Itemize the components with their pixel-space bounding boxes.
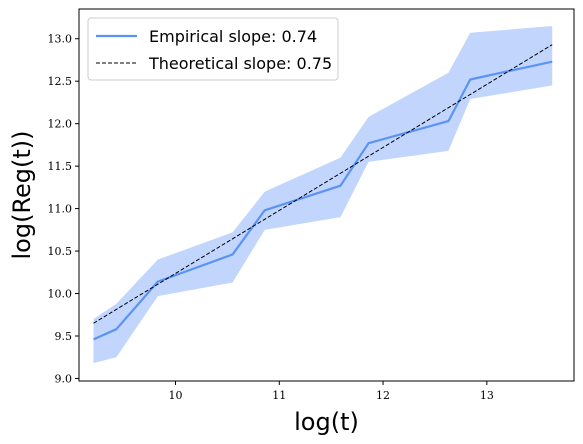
axis-ticks-layer: 10 11 12 13 9.0 9.5 10.0 10.5 11.0 11.5 12.0 12.5 13… bbox=[48, 33, 494, 402]
x-tick-label: 12 bbox=[376, 389, 390, 402]
y-tick-label: 13.0 bbox=[48, 33, 73, 46]
plot-area-frame bbox=[78, 8, 575, 382]
legend-box bbox=[87, 17, 339, 81]
series-line-empirical bbox=[93, 60, 553, 341]
x-tick-label: 10 bbox=[169, 389, 183, 402]
y-tick-label: 11.5 bbox=[48, 160, 73, 173]
y-axis-label: log(Reg(t)) bbox=[8, 130, 36, 259]
y-tick-label: 9.0 bbox=[55, 372, 73, 385]
legend-entry-theoretical: Theoretical slope: 0.75 bbox=[148, 54, 332, 73]
series-line-theoretical bbox=[93, 44, 553, 324]
y-tick-label: 12.0 bbox=[48, 118, 73, 131]
legend: Empirical slope: 0.74 Theoretical slope:… bbox=[87, 17, 339, 81]
y-tick-label: 9.5 bbox=[55, 330, 73, 343]
x-tick-label: 13 bbox=[480, 389, 494, 402]
y-tick-label: 10.0 bbox=[48, 288, 73, 301]
y-tick-label: 11.0 bbox=[48, 203, 73, 216]
series-line-layer bbox=[93, 44, 553, 341]
x-tick-label: 11 bbox=[272, 389, 286, 402]
confidence-band bbox=[93, 25, 553, 364]
x-axis-label: log(t) bbox=[294, 408, 359, 436]
legend-entry-empirical: Empirical slope: 0.74 bbox=[149, 27, 317, 46]
confidence-band-layer bbox=[93, 25, 553, 364]
y-tick-label: 10.5 bbox=[48, 245, 73, 258]
y-tick-label: 12.5 bbox=[48, 75, 73, 88]
